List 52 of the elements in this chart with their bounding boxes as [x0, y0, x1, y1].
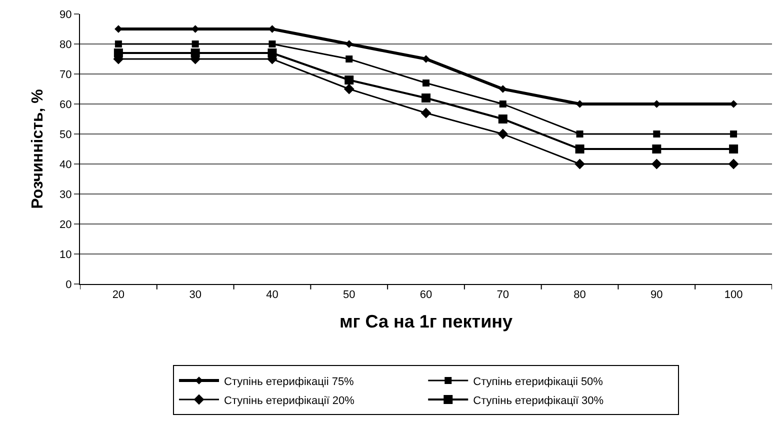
x-tick-label: 30	[189, 289, 202, 302]
y-axis-title: Розчинність, %	[29, 89, 46, 209]
y-tick-label: 90	[60, 8, 72, 21]
x-axis-title: мг Са на 1г пектину	[339, 311, 513, 332]
point	[114, 48, 123, 58]
point	[498, 128, 508, 140]
point	[730, 130, 738, 138]
x-tick-label: 20	[112, 289, 125, 302]
point	[651, 158, 662, 170]
point	[344, 76, 354, 84]
legend-label: Ступінь етерифікації 30%	[473, 394, 604, 407]
x-tick-label: 90	[650, 289, 663, 302]
point	[268, 40, 276, 48]
point	[574, 158, 585, 170]
y-tick-label: 80	[60, 38, 72, 51]
x-tick-label: 40	[266, 289, 278, 302]
y-tick-label: 10	[60, 248, 72, 261]
point	[498, 114, 508, 124]
y-tick-label: 30	[60, 188, 72, 201]
point	[345, 40, 354, 48]
point	[346, 56, 353, 62]
point	[192, 40, 199, 48]
point	[268, 48, 277, 58]
legend-label: Ступінь етерифікаціі 50%	[473, 376, 604, 388]
y-tick-label: 60	[60, 98, 72, 111]
x-tick-label: 70	[496, 289, 510, 302]
point	[344, 84, 354, 94]
y-tick-label: 0	[66, 278, 72, 291]
x-tick-label: 50	[342, 289, 356, 302]
y-tick-label: 70	[60, 68, 72, 81]
point	[498, 85, 507, 93]
point	[576, 130, 584, 138]
x-tick-label: 100	[724, 289, 743, 302]
point	[114, 40, 122, 48]
point	[728, 158, 739, 170]
y-tick-label: 50	[60, 128, 72, 141]
x-tick-label: 60	[420, 289, 432, 302]
y-tick-label: 40	[60, 158, 72, 171]
point	[499, 100, 506, 108]
point	[190, 48, 200, 58]
point	[422, 55, 430, 63]
y-tick-label: 20	[60, 218, 72, 231]
point	[422, 94, 430, 102]
legend-label: Ступінь етерифікаціі 75%	[224, 376, 354, 388]
point	[729, 144, 738, 154]
point	[653, 130, 660, 138]
x-tick-label: 80	[574, 289, 586, 302]
point	[420, 108, 432, 118]
legend-label: Ступінь етерифікації 20%	[224, 394, 355, 407]
point	[575, 144, 584, 154]
point	[422, 80, 430, 86]
point	[652, 144, 662, 154]
